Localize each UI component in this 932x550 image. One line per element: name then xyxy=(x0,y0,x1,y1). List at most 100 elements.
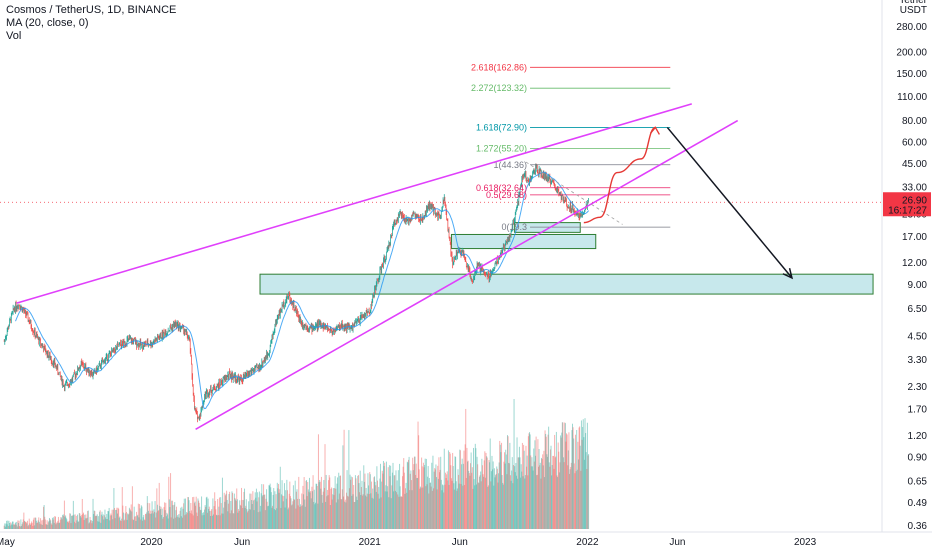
volume-bar xyxy=(302,485,304,529)
volume-bar xyxy=(468,473,470,529)
volume-bar xyxy=(581,439,583,529)
time-tick-label: Jun xyxy=(669,537,685,548)
volume-bar xyxy=(430,486,432,529)
volume-bar xyxy=(151,501,153,529)
volume-bar xyxy=(263,494,265,529)
volume-bar xyxy=(434,469,436,529)
volume-bar xyxy=(373,477,375,529)
ma-indicator-label[interactable]: MA (20, close, 0) xyxy=(6,17,89,29)
wedge-lower-trendline xyxy=(195,119,739,430)
volume-bar xyxy=(218,497,220,529)
price-tick-label: 60.00 xyxy=(902,138,927,149)
volume-bar xyxy=(264,510,266,529)
volume-bar xyxy=(317,434,319,529)
volume-bar xyxy=(210,510,212,529)
volume-bar xyxy=(570,466,572,529)
volume-bar xyxy=(488,460,490,529)
volume-bar xyxy=(66,521,68,529)
volume-bar xyxy=(178,514,180,529)
time-tick-label: 2022 xyxy=(576,537,599,548)
volume-bar xyxy=(381,470,383,529)
volume-bar xyxy=(10,522,12,529)
volume-bar xyxy=(421,457,423,529)
volume-bar xyxy=(133,520,135,529)
volume-bar xyxy=(374,476,376,529)
trend-drawings xyxy=(0,103,882,430)
volume-bar xyxy=(116,507,118,529)
volume-bar xyxy=(262,495,264,529)
volume-bar xyxy=(199,506,201,529)
volume-bar xyxy=(38,517,40,529)
volume-bar xyxy=(388,497,390,529)
volume-bar xyxy=(31,522,33,529)
volume-bar xyxy=(60,517,62,529)
volume-bar xyxy=(428,493,430,529)
volume-bar xyxy=(101,511,103,529)
volume-bar xyxy=(181,517,183,529)
volume-bar xyxy=(320,476,322,529)
volume-bar xyxy=(465,408,467,529)
volume-bar xyxy=(295,491,297,529)
volume-indicator-label[interactable]: Vol xyxy=(6,30,22,42)
zone-rectangles xyxy=(259,222,874,295)
volume-bar xyxy=(346,470,348,529)
volume-bar xyxy=(497,482,499,529)
symbol-title[interactable]: Cosmos / TetherUS, 1D, BINANCE xyxy=(6,4,177,16)
volume-bar xyxy=(196,516,198,529)
volume-bar xyxy=(382,473,384,529)
volume-bar xyxy=(381,481,383,529)
volume-bar xyxy=(517,457,519,529)
volume-bar xyxy=(146,496,148,529)
volume-bar xyxy=(368,493,370,529)
volume-bar xyxy=(365,495,367,529)
volume-bar xyxy=(152,513,154,529)
volume-bar xyxy=(501,442,503,529)
volume-bar xyxy=(509,475,511,529)
volume-bar xyxy=(534,440,536,529)
volume-bar xyxy=(446,471,448,529)
volume-bar xyxy=(153,511,155,529)
volume-bar xyxy=(160,506,162,529)
volume-bar xyxy=(443,448,445,529)
volume-bar xyxy=(495,475,497,529)
volume-bar xyxy=(558,451,560,529)
price-tick-label: 33.00 xyxy=(902,182,927,193)
volume-bar xyxy=(177,517,179,529)
volume-bar xyxy=(588,454,590,529)
volume-bar xyxy=(17,520,19,529)
volume-bar xyxy=(555,456,557,529)
volume-bar xyxy=(313,501,315,529)
volume-bar xyxy=(342,496,344,529)
volume-bar xyxy=(214,492,216,529)
volume-bar xyxy=(291,505,293,529)
volume-bar xyxy=(419,486,421,529)
volume-bar xyxy=(257,492,259,529)
volume-bar xyxy=(123,520,125,529)
volume-bar xyxy=(99,511,101,529)
volume-bar xyxy=(247,510,249,529)
down-arrow-line xyxy=(666,126,793,279)
volume-bar xyxy=(496,466,498,529)
volume-bar xyxy=(241,487,243,529)
ma-line xyxy=(15,171,589,410)
volume-bar xyxy=(462,463,464,529)
last-price-label: 26.90 xyxy=(902,195,927,206)
volume-bar xyxy=(109,520,111,529)
volume-bar xyxy=(350,476,352,529)
volume-bar xyxy=(95,515,97,529)
volume-bar xyxy=(426,484,428,529)
volume-bar xyxy=(170,517,172,529)
volume-bar xyxy=(282,501,284,529)
volume-bar xyxy=(345,492,347,529)
volume-bar xyxy=(261,484,263,529)
price-tick-label: 6.50 xyxy=(908,304,928,315)
volume-bar xyxy=(53,517,55,529)
volume-bar xyxy=(510,480,512,529)
volume-bar xyxy=(530,466,532,529)
volume-bar xyxy=(344,501,346,529)
volume-bar xyxy=(253,510,255,529)
volume-bar xyxy=(405,482,407,529)
volume-bar xyxy=(300,506,302,529)
volume-bar xyxy=(181,506,183,529)
